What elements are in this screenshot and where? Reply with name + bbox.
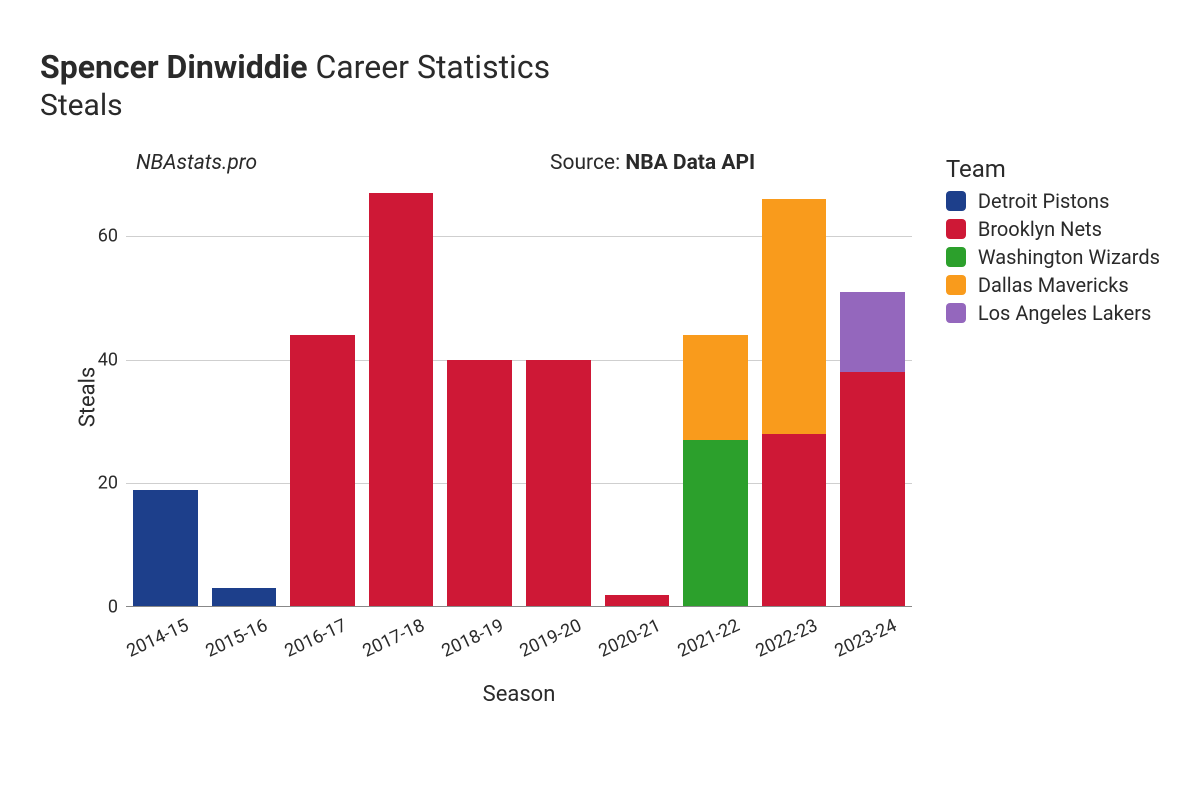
bar-segment bbox=[526, 360, 590, 607]
x-tick-label: 2014-15 bbox=[102, 615, 192, 672]
legend-item: Washington Wizards bbox=[946, 245, 1160, 269]
legend: Team Detroit Pistons Brooklyn Nets Washing… bbox=[946, 155, 1160, 329]
title-suffix: Career Statistics bbox=[315, 48, 550, 86]
bar-segment bbox=[212, 588, 276, 607]
legend-label: Dallas Mavericks bbox=[978, 273, 1129, 297]
x-axis-title: Season bbox=[483, 682, 556, 707]
legend-swatch bbox=[946, 247, 966, 267]
legend-swatch bbox=[946, 303, 966, 323]
bar bbox=[840, 292, 904, 607]
bar bbox=[683, 335, 747, 607]
legend-title: Team bbox=[946, 155, 1160, 183]
x-tick-label: 2020-21 bbox=[573, 615, 663, 672]
bar bbox=[762, 199, 826, 607]
bar bbox=[447, 360, 511, 607]
bar bbox=[526, 360, 590, 607]
y-tick-label: 20 bbox=[98, 473, 118, 494]
source-prefix: Source: bbox=[550, 151, 625, 175]
legend-swatch bbox=[946, 191, 966, 211]
legend-item: Detroit Pistons bbox=[946, 189, 1160, 213]
bar-segment bbox=[447, 360, 511, 607]
y-axis-title: Steals bbox=[76, 367, 101, 428]
bar bbox=[369, 193, 433, 607]
legend-item: Brooklyn Nets bbox=[946, 217, 1160, 241]
x-tick-label: 2016-17 bbox=[259, 615, 349, 672]
chart-title-block: Spencer Dinwiddie Career Statistics Stea… bbox=[40, 48, 1160, 123]
bar-segment bbox=[290, 335, 354, 607]
bar-segment bbox=[762, 199, 826, 434]
x-tick-label: 2015-16 bbox=[180, 615, 270, 672]
x-axis: 2014-152015-162016-172017-182018-192019-… bbox=[126, 607, 912, 687]
y-tick-label: 0 bbox=[108, 597, 118, 618]
bar-segment bbox=[840, 372, 904, 607]
bar-segment bbox=[683, 335, 747, 440]
y-tick-label: 40 bbox=[98, 349, 118, 370]
x-tick-label: 2017-18 bbox=[338, 615, 428, 672]
source-name: NBA Data API bbox=[625, 151, 755, 175]
source-attribution: Source: NBA Data API bbox=[550, 151, 755, 175]
chart-area: NBAstats.pro Source: NBA Data API Team D… bbox=[40, 151, 1160, 711]
x-tick-label: 2023-24 bbox=[809, 615, 899, 672]
bar-segment bbox=[762, 434, 826, 607]
y-tick-label: 60 bbox=[98, 226, 118, 247]
bar-segment bbox=[369, 193, 433, 607]
bar bbox=[133, 490, 197, 607]
bar bbox=[290, 335, 354, 607]
bar-segment bbox=[683, 440, 747, 607]
legend-swatch bbox=[946, 219, 966, 239]
legend-item: Dallas Mavericks bbox=[946, 273, 1160, 297]
x-tick-label: 2018-19 bbox=[416, 615, 506, 672]
y-axis: Steals 0204060 bbox=[80, 187, 124, 607]
x-tick-label: 2021-22 bbox=[652, 615, 742, 672]
legend-label: Detroit Pistons bbox=[978, 189, 1110, 213]
chart-title-line1: Spencer Dinwiddie Career Statistics bbox=[40, 48, 1160, 86]
bar-segment bbox=[133, 490, 197, 607]
x-tick-label: 2022-23 bbox=[731, 615, 821, 672]
watermark: NBAstats.pro bbox=[136, 151, 257, 175]
chart-title-metric: Steals bbox=[40, 88, 1160, 123]
bar bbox=[212, 588, 276, 607]
bar-segment bbox=[840, 292, 904, 372]
legend-label: Brooklyn Nets bbox=[978, 217, 1102, 241]
legend-label: Washington Wizards bbox=[978, 245, 1160, 269]
chart-container: Spencer Dinwiddie Career Statistics Stea… bbox=[0, 0, 1200, 800]
legend-label: Los Angeles Lakers bbox=[978, 301, 1151, 325]
x-tick-label: 2019-20 bbox=[495, 615, 585, 672]
legend-swatch bbox=[946, 275, 966, 295]
title-player: Spencer Dinwiddie bbox=[40, 48, 308, 86]
legend-item: Los Angeles Lakers bbox=[946, 301, 1160, 325]
plot-area bbox=[126, 187, 912, 607]
